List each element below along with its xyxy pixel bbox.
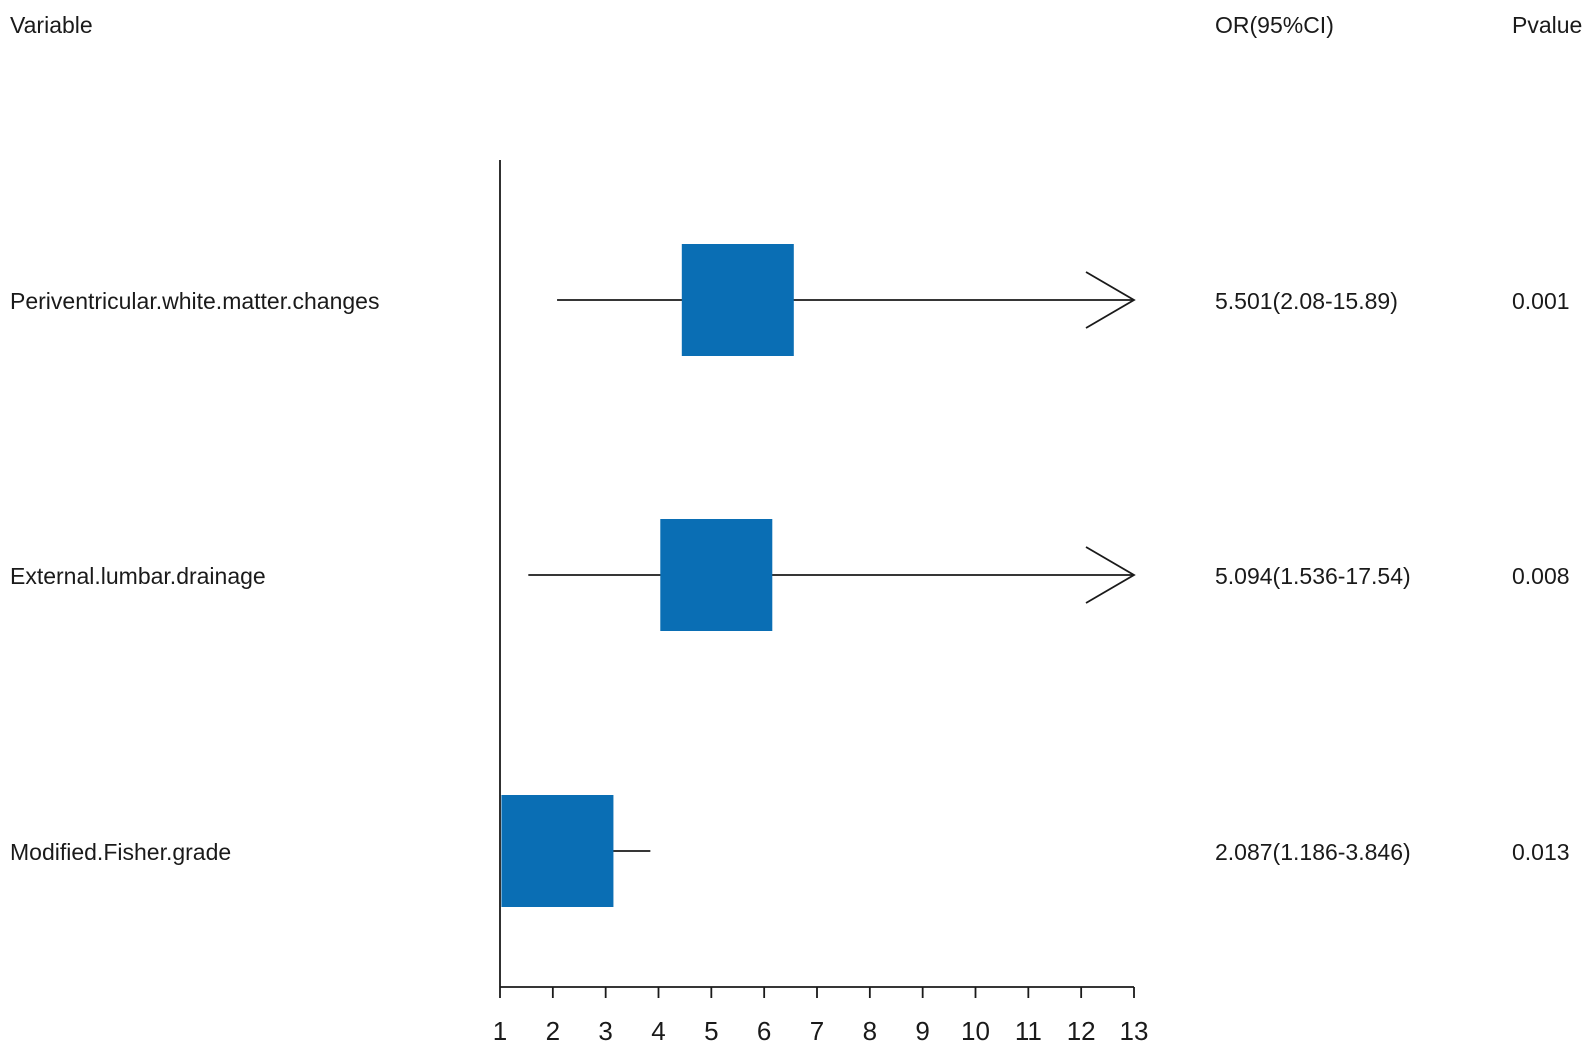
- x-tick-label: 4: [651, 1016, 665, 1046]
- x-tick-label: 3: [598, 1016, 612, 1046]
- or-box: [681, 244, 794, 356]
- x-tick-label: 5: [704, 1016, 718, 1046]
- variable-label: External.lumbar.drainage: [10, 563, 266, 589]
- pvalue-label: 0.001: [1512, 288, 1570, 314]
- or-box: [660, 519, 773, 631]
- ci-arrow: [1085, 271, 1136, 329]
- pvalue-label: 0.008: [1512, 563, 1570, 589]
- ci-arrow: [1085, 546, 1136, 604]
- variable-label: Periventricular.white.matter.changes: [10, 288, 379, 314]
- header-or-ci: OR(95%CI): [1215, 12, 1334, 38]
- x-tick-label: 2: [546, 1016, 560, 1046]
- or-ci-label: 2.087(1.186-3.846): [1215, 839, 1411, 865]
- x-tick-label: 7: [810, 1016, 824, 1046]
- x-tick-label: 13: [1120, 1016, 1149, 1046]
- or-ci-label: 5.501(2.08-15.89): [1215, 288, 1398, 314]
- x-tick-label: 6: [757, 1016, 771, 1046]
- x-tick-label: 10: [961, 1016, 990, 1046]
- pvalue-label: 0.013: [1512, 839, 1570, 865]
- or-box: [501, 795, 614, 907]
- x-tick-label: 9: [915, 1016, 929, 1046]
- x-tick-label: 12: [1067, 1016, 1096, 1046]
- x-tick-label: 1: [493, 1016, 507, 1046]
- header-variable: Variable: [10, 12, 93, 38]
- x-tick-label: 8: [863, 1016, 877, 1046]
- variable-label: Modified.Fisher.grade: [10, 839, 231, 865]
- header-pvalue: Pvalue: [1512, 12, 1583, 38]
- or-ci-label: 5.094(1.536-17.54): [1215, 563, 1411, 589]
- x-tick-label: 11: [1015, 1016, 1042, 1046]
